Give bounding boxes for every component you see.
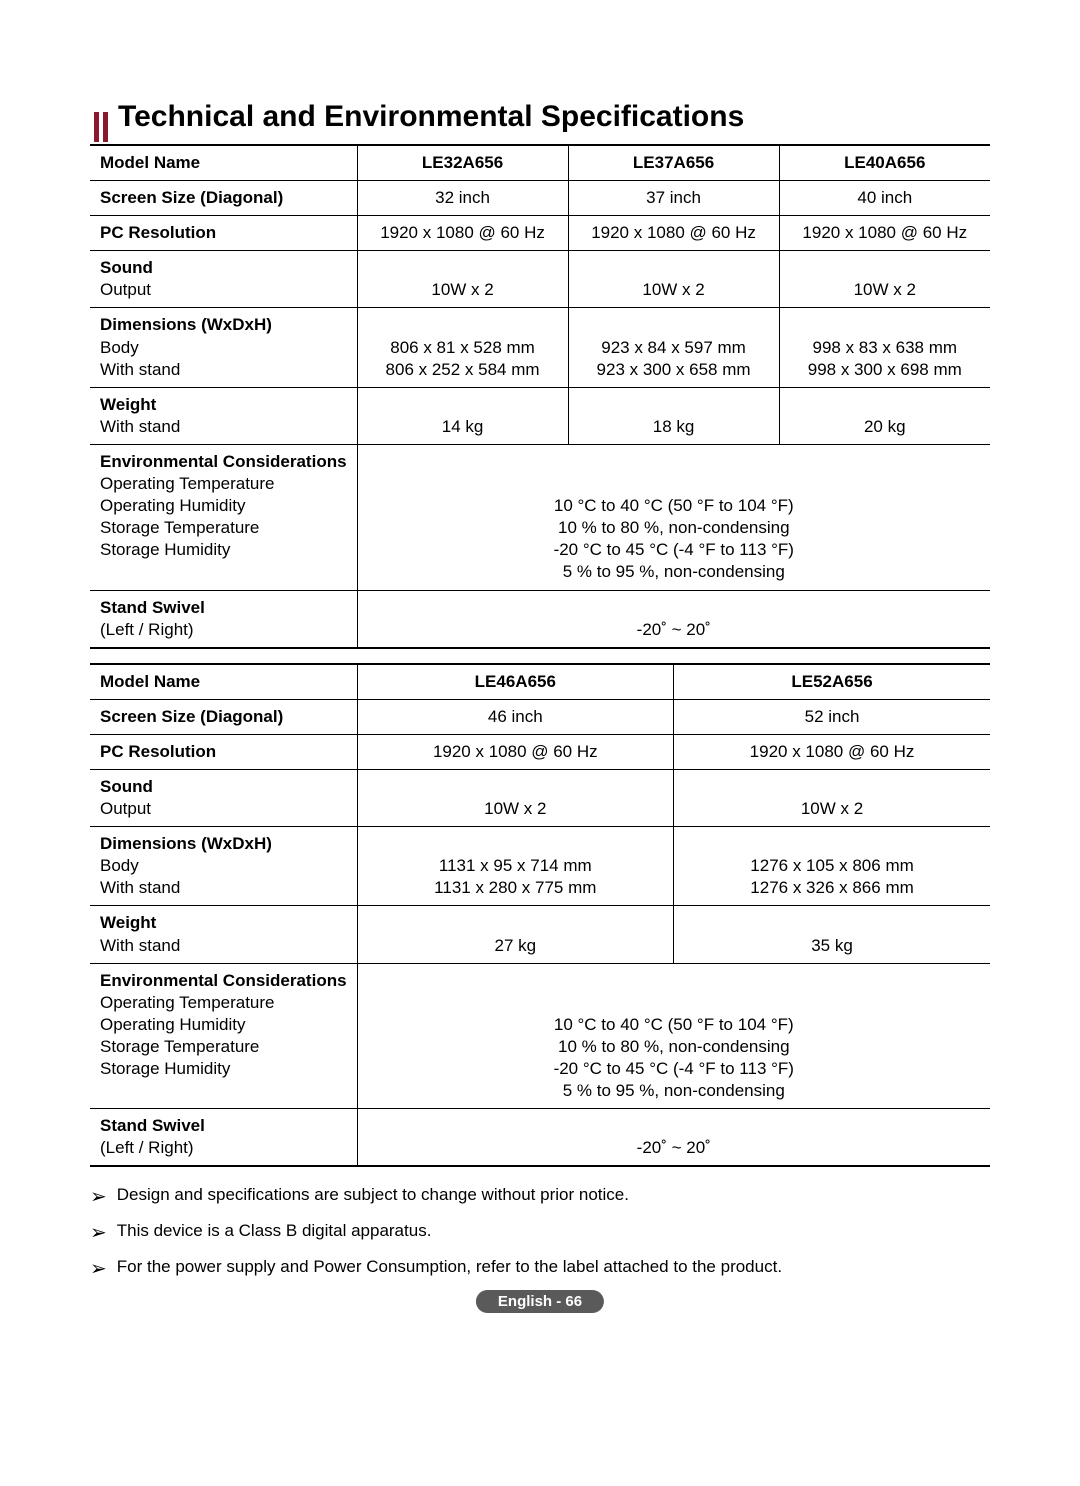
t2-dim-2: 1276 x 105 x 806 mm 1276 x 326 x 866 mm [674,827,990,906]
t2-pcres-2: 1920 x 1080 @ 60 Hz [674,734,990,769]
t2-swivel-head: Stand Swivel [100,1116,205,1135]
t2-env-head: Environmental Considerations [100,971,347,990]
t1-env-sub2: Operating Humidity [100,496,246,515]
t2-dim-head: Dimensions (WxDxH) [100,834,272,853]
t1-dim-2: 923 x 84 x 597 mm 923 x 300 x 658 mm [568,308,779,387]
notes-block: ➢ Design and specifications are subject … [90,1185,990,1277]
t2-weight-sub: With stand [100,936,180,955]
t1-env-head: Environmental Considerations [100,452,347,471]
t2-sound-head: Sound [100,777,153,796]
t1-swivel-val: -20˚ ~ 20˚ [357,590,990,648]
t1-env-sub3: Storage Temperature [100,518,259,537]
note-3-text: For the power supply and Power Consumpti… [117,1257,782,1277]
t2-sound-label: Sound Output [90,769,357,826]
t1-dim-head: Dimensions (WxDxH) [100,315,272,334]
t1-dim-3: 998 x 83 x 638 mm 998 x 300 x 698 mm [779,308,990,387]
page: Technical and Environmental Specificatio… [0,0,1080,1353]
t2-screen-2: 52 inch [674,699,990,734]
t2-weight-head: Weight [100,913,156,932]
t1-dim-sub2: With stand [100,360,180,379]
t2-model-1: LE46A656 [357,664,674,700]
t2-weight-label: Weight With stand [90,906,357,963]
t2-env-values: 10 °C to 40 °C (50 °F to 104 °F) 10 % to… [357,963,990,1109]
t1-sound-sub: Output [100,280,151,299]
t2-swivel-val: -20˚ ~ 20˚ [357,1109,990,1167]
t2-sound-2: 10W x 2 [674,769,990,826]
t1-env-label: Environmental Considerations Operating T… [90,444,357,590]
t1-model-1: LE32A656 [357,145,568,181]
t1-swivel-label: Stand Swivel (Left / Right) [90,590,357,648]
t1-weight-1: 14 kg [357,387,568,444]
t2-model-label: Model Name [90,664,357,700]
t1-pcres-2: 1920 x 1080 @ 60 Hz [568,216,779,251]
t2-swivel-label: Stand Swivel (Left / Right) [90,1109,357,1167]
note-2-text: This device is a Class B digital apparat… [117,1221,432,1241]
t2-sound-sub: Output [100,799,151,818]
t1-env-sub4: Storage Humidity [100,540,230,559]
t1-pcres-label: PC Resolution [90,216,357,251]
t2-env-sub2: Operating Humidity [100,1015,246,1034]
t2-weight-1: 27 kg [357,906,674,963]
t1-dim-sub1: Body [100,338,139,357]
t1-model-label: Model Name [90,145,357,181]
note-2: ➢ This device is a Class B digital appar… [90,1221,990,1241]
t1-screen-1: 32 inch [357,181,568,216]
page-footer-label: English - 66 [476,1290,604,1313]
t1-pcres-3: 1920 x 1080 @ 60 Hz [779,216,990,251]
t1-model-3: LE40A656 [779,145,990,181]
t1-pcres-1: 1920 x 1080 @ 60 Hz [357,216,568,251]
note-arrow-icon: ➢ [90,1223,107,1243]
note-1: ➢ Design and specifications are subject … [90,1185,990,1205]
t2-dim-sub1: Body [100,856,139,875]
t1-model-2: LE37A656 [568,145,779,181]
title-accent-bars [94,112,108,142]
t1-swivel-head: Stand Swivel [100,598,205,617]
t2-dim-sub2: With stand [100,878,180,897]
t1-env-values: 10 °C to 40 °C (50 °F to 104 °F) 10 % to… [357,444,990,590]
note-3: ➢ For the power supply and Power Consump… [90,1257,990,1277]
t2-swivel-sub: (Left / Right) [100,1138,194,1157]
t2-dim-label: Dimensions (WxDxH) Body With stand [90,827,357,906]
t2-env-sub1: Operating Temperature [100,993,275,1012]
t1-sound-3: 10W x 2 [779,251,990,308]
page-title: Technical and Environmental Specificatio… [118,100,990,134]
t1-weight-label: Weight With stand [90,387,357,444]
t2-env-label: Environmental Considerations Operating T… [90,963,357,1109]
t1-screen-2: 37 inch [568,181,779,216]
t2-screen-label: Screen Size (Diagonal) [90,699,357,734]
t2-dim-1: 1131 x 95 x 714 mm 1131 x 280 x 775 mm [357,827,674,906]
t1-sound-head: Sound [100,258,153,277]
t2-sound-1: 10W x 2 [357,769,674,826]
spec-table-2: Model Name LE46A656 LE52A656 Screen Size… [90,663,990,1168]
t2-pcres-label: PC Resolution [90,734,357,769]
t1-dim-label: Dimensions (WxDxH) Body With stand [90,308,357,387]
t1-sound-label: Sound Output [90,251,357,308]
t2-weight-2: 35 kg [674,906,990,963]
t1-weight-2: 18 kg [568,387,779,444]
t2-pcres-1: 1920 x 1080 @ 60 Hz [357,734,674,769]
t1-sound-1: 10W x 2 [357,251,568,308]
spec-table-1: Model Name LE32A656 LE37A656 LE40A656 Sc… [90,144,990,649]
note-arrow-icon: ➢ [90,1259,107,1279]
t1-weight-head: Weight [100,395,156,414]
note-1-text: Design and specifications are subject to… [117,1185,629,1205]
t1-sound-2: 10W x 2 [568,251,779,308]
t2-model-2: LE52A656 [674,664,990,700]
t1-weight-3: 20 kg [779,387,990,444]
t1-swivel-sub: (Left / Right) [100,620,194,639]
note-arrow-icon: ➢ [90,1187,107,1207]
t2-env-sub4: Storage Humidity [100,1059,230,1078]
t2-env-sub3: Storage Temperature [100,1037,259,1056]
t1-screen-3: 40 inch [779,181,990,216]
t1-env-sub1: Operating Temperature [100,474,275,493]
t1-dim-1: 806 x 81 x 528 mm 806 x 252 x 584 mm [357,308,568,387]
t1-screen-label: Screen Size (Diagonal) [90,181,357,216]
t1-weight-sub: With stand [100,417,180,436]
t2-screen-1: 46 inch [357,699,674,734]
